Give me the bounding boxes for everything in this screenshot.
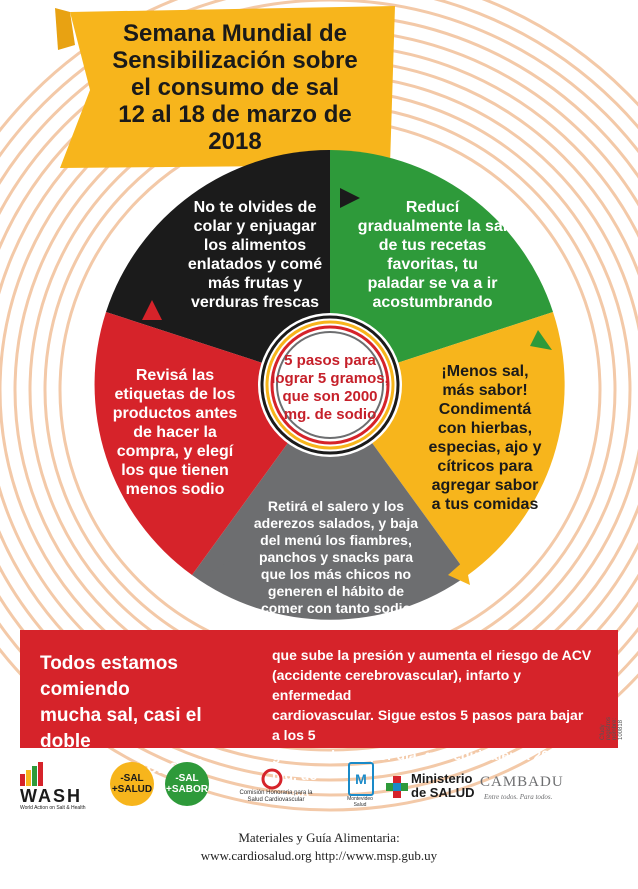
montevideo-text: Montevideo Salud [347,796,373,808]
heart-icon [261,768,283,790]
menos-sal-mas-sabor-logo: -SAL +SABOR [165,762,209,806]
registry-note: Cfudy registros nombre: 100818 [600,716,624,740]
arrow-yellow-to-gray [448,560,470,585]
arrow-red-to-black [142,300,162,320]
wheel-segment-black [106,149,330,385]
cambadu-tagline: Entre todos. Para todos. [484,793,553,801]
red-box-body: que sube la presión y aumenta el riesgo … [272,647,592,803]
arrow-green-to-yellow [530,330,552,350]
wheel-segment-gray [192,385,468,620]
cross-icon [386,776,408,798]
wash-logo: WASH World Action on Salt & Health [20,760,95,812]
montevideo-logo: M Montevideo Salud [340,762,380,808]
red-info-box [20,630,618,748]
wash-subtitle: World Action on Salt & Health [20,805,86,811]
arrow-gray-to-red [210,548,232,572]
step-yellow-text: ¡Menos sal, más sabor! Condimentá con hi… [428,363,542,513]
menos-sal-mas-salud-logo: -SAL +SALUD [110,762,154,806]
montevideo-m-icon: M [348,762,374,796]
step-black-text: No te olvides de colar y enjuagar los al… [187,199,323,311]
step-red-text: Revisá las etiquetas de los productos an… [112,367,238,498]
wash-wordmark: WASH [20,786,82,806]
title-banner [55,6,395,168]
comision-logo: Comisión Honoraria para la Salud Cardiov… [226,768,326,808]
ministerio-text: Ministerio de SALUD [411,771,475,800]
step-green-text: Reducí gradualmente la sal de tus receta… [357,199,508,311]
arrow-black-to-green [340,188,360,208]
wheel-segment-green [330,150,553,385]
footer-line-2: www.cardiosalud.org http://www.msp.gub.u… [200,848,438,863]
cambadu-logo: CAMBADU Entre todos. Para todos. [480,774,580,804]
step-gray-text: Retirá el salero y los aderezos salados,… [253,498,419,616]
center-text: 5 pasos para lograr 5 gramos, que son 20… [271,352,389,423]
wheel [94,149,565,620]
comision-text: Comisión Honoraria para la Salud Cardiov… [239,790,313,803]
footer-line-1: Materiales y Guía Alimentaria: [238,830,400,845]
cambadu-wordmark: CAMBADU [480,774,564,790]
wash-bars-icon [20,762,43,786]
ministerio-logo: Ministerio de SALUD [386,770,476,804]
banner-title: Semana Mundial de Sensibilización sobre … [112,20,358,155]
